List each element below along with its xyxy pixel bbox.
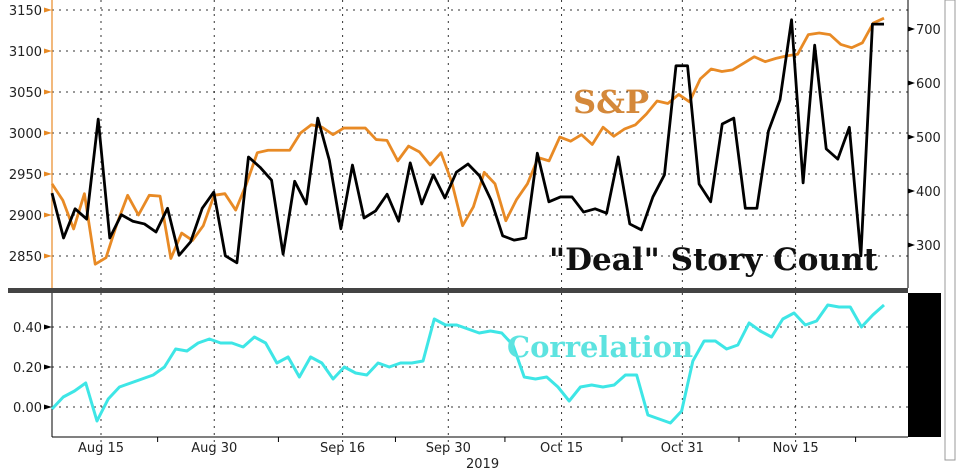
right-tick-label: 500 bbox=[916, 131, 941, 146]
x-tick-label: Aug 30 bbox=[191, 441, 237, 456]
right-tick bbox=[908, 188, 915, 194]
left-tick bbox=[44, 324, 52, 330]
correlation-line bbox=[50, 303, 885, 425]
left-tick-label: 0.40 bbox=[13, 321, 42, 336]
right-tick bbox=[908, 26, 915, 32]
x-tick-label: Sep 16 bbox=[320, 441, 365, 456]
annotation-correlation: Correlation bbox=[507, 330, 693, 364]
sp-line bbox=[50, 16, 885, 266]
x-tick-label: Oct 31 bbox=[661, 441, 704, 456]
left-tick-label: 2900 bbox=[9, 209, 42, 224]
series-lines bbox=[50, 16, 885, 425]
right-tick bbox=[908, 134, 915, 140]
x-tick-label: Sep 30 bbox=[426, 441, 471, 456]
deal-count-line bbox=[50, 18, 884, 265]
axes: 2850 2900 2950 3000 3050 3100 3150 300 400 500 600… bbox=[8, 0, 956, 461]
scrollbar bbox=[944, 0, 956, 461]
x-tick-label: Oct 15 bbox=[540, 441, 583, 456]
left-tick-label: 3100 bbox=[9, 45, 42, 60]
left-tick bbox=[44, 212, 52, 218]
panel-divider bbox=[8, 288, 908, 293]
x-tick-label: Nov 15 bbox=[773, 441, 819, 456]
left-tick bbox=[44, 89, 52, 95]
left-tick bbox=[44, 364, 52, 370]
right-tick-label: 600 bbox=[916, 77, 941, 92]
right-tick bbox=[908, 242, 915, 248]
left-tick bbox=[44, 48, 52, 54]
x-tick-label: Aug 15 bbox=[78, 441, 124, 456]
left-tick-label: 3000 bbox=[9, 127, 42, 142]
right-tick-label: 700 bbox=[916, 23, 941, 38]
annotation-deal-story-count: "Deal" Story Count bbox=[549, 242, 879, 278]
right-tick-label: 300 bbox=[916, 239, 941, 254]
left-tick-label: 2850 bbox=[9, 250, 42, 265]
left-tick-label: 0.00 bbox=[13, 401, 42, 416]
gridlines bbox=[52, 0, 908, 442]
annotation-sp: S&P bbox=[573, 83, 649, 121]
right-tick-label: 400 bbox=[916, 185, 941, 200]
right-tick bbox=[908, 80, 915, 86]
black-axis-band bbox=[908, 293, 941, 437]
left-tick bbox=[44, 171, 52, 177]
x-axis-year-label: 2019 bbox=[466, 457, 499, 472]
left-tick bbox=[44, 7, 52, 13]
left-tick-label: 2950 bbox=[9, 168, 42, 183]
left-tick bbox=[44, 404, 52, 410]
left-tick bbox=[44, 130, 52, 136]
left-tick-label: 3150 bbox=[9, 4, 42, 19]
left-tick-label: 0.20 bbox=[13, 361, 42, 376]
left-tick bbox=[44, 253, 52, 259]
left-tick-label: 3050 bbox=[9, 86, 42, 101]
